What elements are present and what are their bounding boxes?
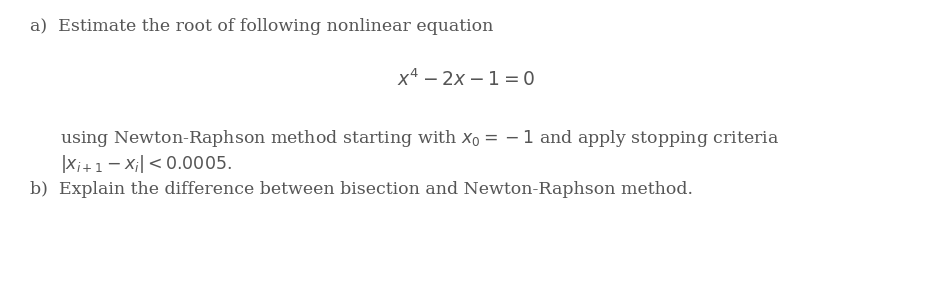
Text: b)  Explain the difference between bisection and Newton-Raphson method.: b) Explain the difference between bisect…	[30, 181, 693, 198]
Text: a)  Estimate the root of following nonlinear equation: a) Estimate the root of following nonlin…	[30, 18, 494, 35]
Text: $x^4 - 2x - 1 = 0$: $x^4 - 2x - 1 = 0$	[397, 68, 536, 90]
Text: using Newton-Raphson method starting with $x_0 = -1$ and apply stopping criteria: using Newton-Raphson method starting wit…	[60, 128, 779, 149]
Text: $|x_{i+1} - x_i| < 0.0005$.: $|x_{i+1} - x_i| < 0.0005$.	[60, 153, 232, 175]
